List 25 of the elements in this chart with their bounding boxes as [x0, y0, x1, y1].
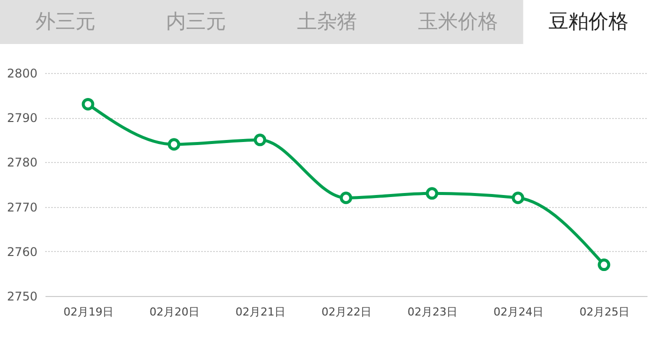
x-tick-label: 02月23日	[408, 306, 458, 318]
chart-title: 豆粕价格	[548, 9, 629, 33]
point	[168, 138, 180, 151]
y-tick-label: 2790	[6, 111, 38, 126]
y-tick-label: 2770	[6, 200, 38, 214]
point	[426, 187, 438, 200]
x-tick-label: 02月25日	[580, 306, 630, 318]
point	[254, 134, 266, 146]
x-tick-label: 02月21日	[236, 306, 286, 318]
x-tick-label: 02月20日	[150, 306, 200, 318]
text: 外三元	[35, 9, 96, 33]
point	[512, 192, 524, 204]
x-tick-label: 02月19日	[64, 306, 114, 318]
point	[598, 258, 610, 272]
text: 土杂猪	[297, 9, 357, 33]
y-tick-label: 2800	[6, 66, 38, 80]
y-tick-label: 2750	[6, 290, 38, 304]
text: 内三元	[166, 9, 226, 33]
x-tick-label: 02月24日	[494, 306, 544, 318]
point	[82, 98, 94, 110]
text: 玉米价格	[418, 9, 498, 33]
y-tick-label: 2780	[6, 156, 38, 170]
x-tick-label: 02月22日	[322, 306, 372, 318]
y-tick-label: 2760	[6, 244, 38, 259]
point	[340, 192, 352, 204]
